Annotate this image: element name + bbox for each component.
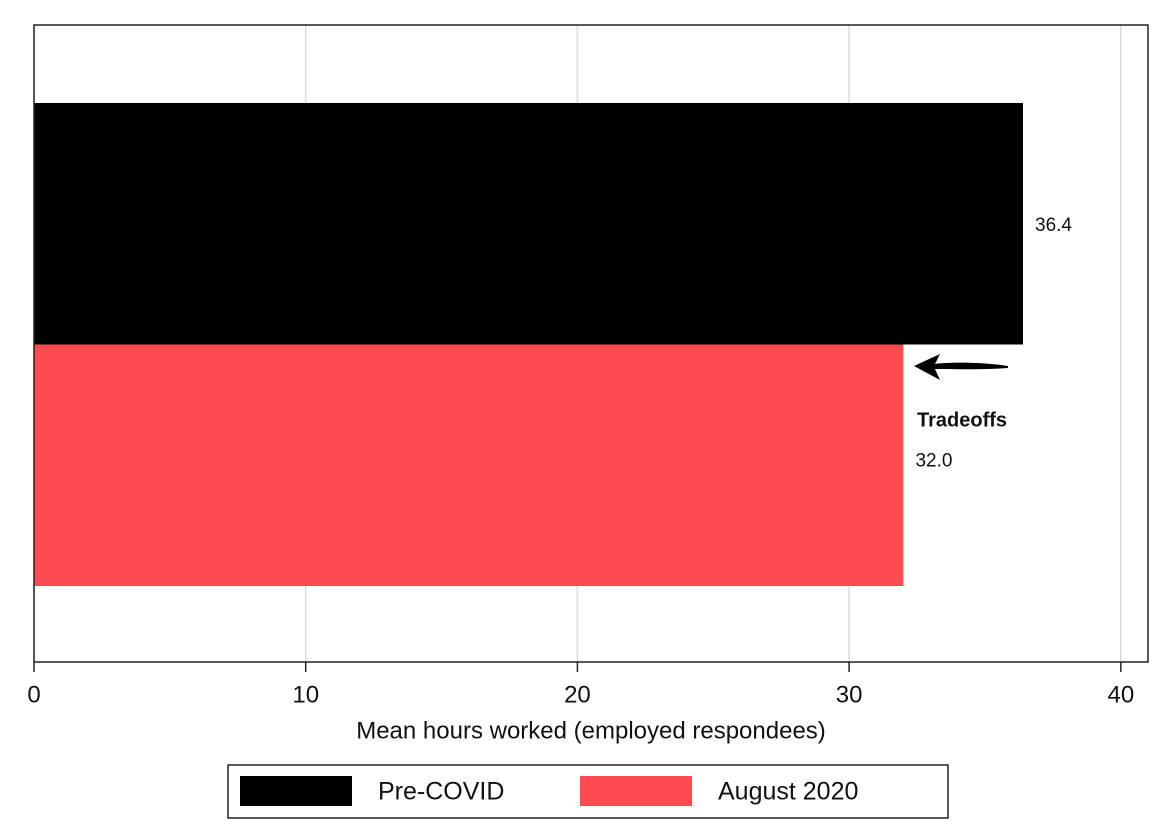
value-label: 36.4 xyxy=(1035,215,1072,236)
plot-frame xyxy=(33,24,1149,663)
x-tick-label: 20 xyxy=(564,681,591,708)
legend-swatch xyxy=(240,776,352,806)
legend: Pre-COVID August 2020 xyxy=(240,776,858,806)
x-tick-label: 0 xyxy=(27,681,40,708)
bars xyxy=(34,103,1024,586)
x-tick-label: 40 xyxy=(1107,681,1134,708)
x-tick-label: 30 xyxy=(836,681,863,708)
legend-label: August 2020 xyxy=(718,778,858,806)
annotation-arrow xyxy=(914,354,1008,380)
x-tick-label: 10 xyxy=(292,681,319,708)
x-axis-label: Mean hours worked (employed respondees) xyxy=(356,717,826,744)
legend-swatch xyxy=(580,776,692,806)
bar xyxy=(34,103,1024,345)
bar xyxy=(34,344,904,586)
annotation: Tradeoffs xyxy=(917,409,1007,431)
legend-label: Pre-COVID xyxy=(378,778,504,806)
value-label: 32.0 xyxy=(915,450,952,471)
